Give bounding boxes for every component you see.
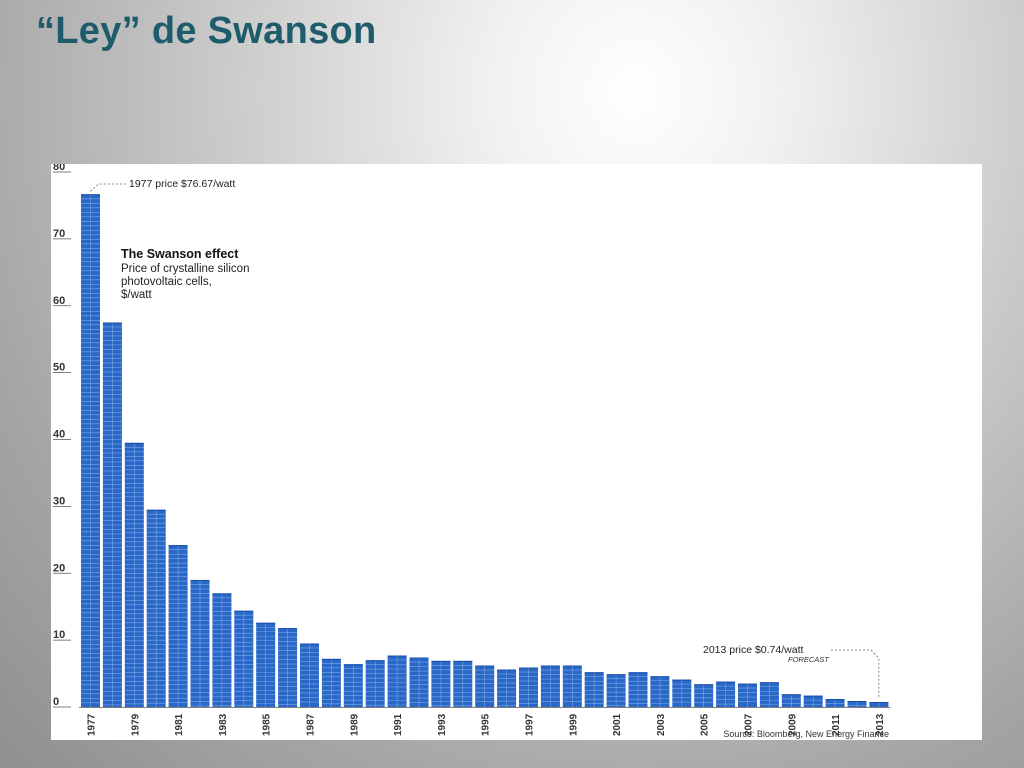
bar-1980 <box>146 509 166 707</box>
chart-panel: 0 10 20 30 40 50 60 70 80 1977 1979 1981 1983 1985 19… <box>51 164 982 740</box>
y-tick-label: 40 <box>53 429 65 441</box>
bar-2012 <box>847 700 867 707</box>
annotation-1977-label: 1977 price $76.67/watt <box>129 178 235 190</box>
y-tick-label: 30 <box>53 495 65 507</box>
annotation-2013-leader <box>831 649 880 699</box>
annotation-2013-forecast: FORECAST <box>788 655 830 664</box>
x-tick-label: 1981 <box>174 713 185 736</box>
x-tick-label: 1989 <box>349 713 360 736</box>
bar-1998 <box>540 665 560 707</box>
bar-2000 <box>584 672 604 707</box>
bar-1988 <box>321 658 341 707</box>
bar-1985 <box>256 622 276 707</box>
bar-1977 <box>81 194 100 707</box>
x-tick-label: 1999 <box>568 713 579 736</box>
bar-2011 <box>825 698 845 707</box>
x-tick-label: 1997 <box>525 713 536 736</box>
x-tick-label: 1977 <box>87 713 98 736</box>
bar-1987 <box>300 643 319 707</box>
bar-1993 <box>431 660 451 707</box>
chart-subtitle-line-2: photovoltaic cells, <box>121 276 212 288</box>
bar-2002 <box>628 672 648 707</box>
x-tick-label: 1995 <box>481 713 492 736</box>
x-tick-label: 1985 <box>262 713 273 736</box>
x-tick-label: 2011 <box>831 714 842 736</box>
x-tick-label: 1987 <box>306 713 317 736</box>
chart-subtitle-line-1: Price of crystalline silicon <box>121 263 249 275</box>
x-tick-label: 1979 <box>130 713 141 736</box>
bar-1994 <box>453 660 473 707</box>
chart-source: Source: Bloomberg, New Energy Finance <box>723 729 889 739</box>
bar-2004 <box>672 679 692 707</box>
annotation-2013-label: 2013 price $0.74/watt <box>703 644 803 656</box>
x-tick-label: 2001 <box>612 713 623 736</box>
x-axis: 1977 1979 1981 1983 1985 1987 1989 1991 1993 1995… <box>79 707 891 736</box>
bar-1986 <box>278 628 298 707</box>
bars <box>81 194 889 707</box>
bar-1981 <box>168 545 188 707</box>
y-tick-label: 70 <box>53 228 65 240</box>
y-tick-label: 10 <box>53 629 65 641</box>
bar-1996 <box>497 669 517 707</box>
bar-2003 <box>650 676 670 707</box>
x-tick-label: 1983 <box>218 713 229 736</box>
bar-2006 <box>716 681 736 707</box>
bar-2007 <box>738 683 757 707</box>
bar-2009 <box>781 694 801 707</box>
bar-1982 <box>190 579 210 707</box>
annotation-1977-price: 1977 price $76.67/watt <box>90 178 235 192</box>
x-tick-label: 2005 <box>700 713 711 736</box>
slide-title: “Ley” de Swanson <box>36 10 377 52</box>
y-tick-label: 0 <box>53 696 59 708</box>
x-tick-label: 2009 <box>787 713 798 736</box>
chart-title: The Swanson effect <box>121 247 239 261</box>
x-tick-label: 1993 <box>437 713 448 736</box>
bar-1979 <box>124 442 144 707</box>
bar-1990 <box>365 660 385 707</box>
y-axis: 0 10 20 30 40 50 60 70 80 <box>53 164 71 708</box>
bar-2005 <box>694 684 714 707</box>
bar-1997 <box>519 667 538 707</box>
bar-2013 <box>869 702 889 707</box>
y-tick-label: 60 <box>53 295 65 307</box>
bar-1995 <box>475 665 495 707</box>
y-tick-label: 50 <box>53 362 65 374</box>
bar-1991 <box>387 655 407 707</box>
annotation-1977-leader <box>90 183 126 192</box>
bar-2001 <box>606 674 626 707</box>
x-tick-label: 1991 <box>393 713 404 736</box>
bar-1984 <box>234 610 254 707</box>
y-tick-label: 80 <box>53 164 65 173</box>
bar-1978 <box>102 322 122 707</box>
x-tick-label: 2003 <box>656 713 667 736</box>
bar-2008 <box>759 682 779 707</box>
bar-1992 <box>409 657 429 707</box>
chart-subtitle-line-3: $/watt <box>121 289 152 301</box>
annotation-2013-price: 2013 price $0.74/watt FORECAST <box>703 644 880 699</box>
x-tick-label: 2013 <box>875 713 886 736</box>
bar-2010 <box>803 695 823 707</box>
x-tick-label: 2007 <box>744 713 755 736</box>
bar-1999 <box>562 665 582 707</box>
bar-1989 <box>343 664 363 707</box>
y-tick-label: 20 <box>53 562 65 574</box>
bar-1983 <box>212 593 232 707</box>
